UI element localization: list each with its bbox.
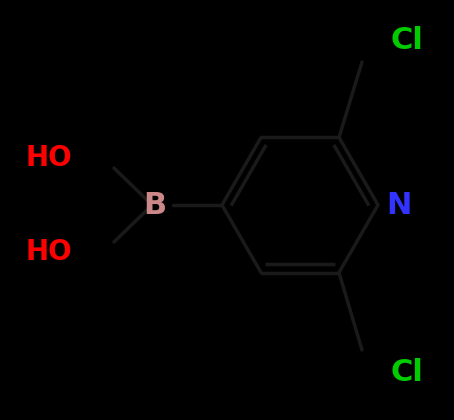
Text: B: B <box>143 191 167 220</box>
Text: HO: HO <box>25 144 72 172</box>
Text: Cl: Cl <box>390 26 423 55</box>
Text: HO: HO <box>25 238 72 266</box>
Text: Cl: Cl <box>390 357 423 386</box>
Text: N: N <box>386 191 411 220</box>
